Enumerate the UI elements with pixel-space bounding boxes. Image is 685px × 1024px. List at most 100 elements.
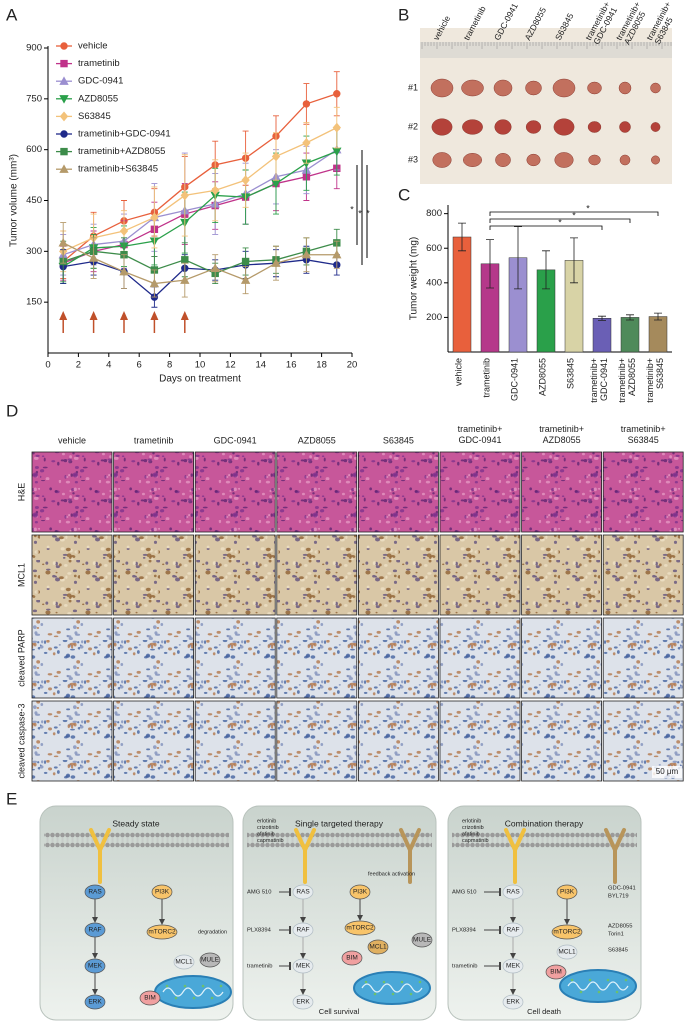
legend-marker <box>59 111 69 122</box>
node-label: MULE <box>201 957 220 964</box>
dot <box>165 984 169 988</box>
node <box>292 922 314 938</box>
tumor <box>461 79 484 97</box>
significance-star: * <box>558 217 562 227</box>
histology-tile <box>31 617 113 699</box>
inhibitor-label: AMG 510 <box>452 890 477 896</box>
x-tick-label: vehicle <box>453 358 463 386</box>
row-label: #2 <box>408 121 418 131</box>
node <box>411 932 433 948</box>
membrane <box>44 832 229 848</box>
histology-tile <box>357 534 439 616</box>
marker <box>88 253 99 262</box>
panel-title: Single targeted therapy <box>295 818 384 828</box>
node-label: PI3K <box>155 889 170 896</box>
outcome: Cell death <box>527 1007 561 1016</box>
node <box>292 884 314 900</box>
drug-label: afatinib <box>257 831 275 837</box>
series-line <box>62 242 337 275</box>
y-tick-label: 450 <box>26 195 42 206</box>
node-label: MEK <box>506 963 521 970</box>
x-tick-label: 14 <box>256 360 267 371</box>
panel-title: Steady state <box>112 818 160 828</box>
node <box>341 950 363 966</box>
row-label: cleaved PARP <box>16 629 26 686</box>
tumor <box>651 155 660 165</box>
x-tick-label: trametinib+AZD8055 <box>617 358 637 403</box>
marker <box>271 151 281 162</box>
legend-marker <box>60 147 68 156</box>
x-tick-label: 2 <box>76 360 81 371</box>
legend-marker <box>59 164 69 173</box>
significance-star: * <box>358 208 362 218</box>
marker <box>180 275 190 284</box>
node-label: MCL1 <box>558 949 576 956</box>
tumor <box>650 82 661 94</box>
node-label: RAF <box>297 927 310 934</box>
tumor <box>432 152 452 168</box>
dot <box>210 996 214 1000</box>
drug-label: erlotinib <box>257 818 276 824</box>
target-label: S63845 <box>608 948 628 954</box>
tumor <box>552 78 576 98</box>
dot <box>606 978 610 982</box>
y-tick-label: 200 <box>426 312 442 323</box>
x-axis-label: Days on treatment <box>159 374 241 385</box>
node-label: RAF <box>507 927 520 934</box>
marker <box>119 266 129 276</box>
tumor <box>587 121 602 133</box>
column-label: trametinib+GDC-0941 <box>458 424 503 445</box>
bar <box>648 316 668 353</box>
x-tick-label: 12 <box>225 360 236 371</box>
significance-bracket <box>489 218 631 223</box>
panel-letter: B <box>398 5 409 24</box>
column-label: trametinib+S63845 <box>621 424 666 445</box>
histology-tile <box>357 617 439 699</box>
series-line <box>62 127 338 252</box>
cristae <box>567 981 629 991</box>
histology-tile <box>113 534 194 616</box>
legend-marker <box>59 76 69 85</box>
x-tick-label: trametinib+S63845 <box>645 358 665 403</box>
dot <box>391 992 395 996</box>
histology-tile <box>439 451 521 533</box>
membrane <box>247 832 432 848</box>
dot <box>597 990 601 994</box>
node-label: MCL1 <box>175 959 193 966</box>
legend-label: GDC-0941 <box>78 76 123 87</box>
histology-tile <box>31 451 113 533</box>
histology-tile <box>439 534 521 616</box>
node <box>199 952 221 968</box>
target-label: AZD8055 <box>608 924 633 930</box>
marker <box>211 185 220 196</box>
marker <box>150 212 159 223</box>
marker <box>149 278 160 288</box>
ruler <box>420 42 672 58</box>
marker <box>241 175 250 186</box>
drug-label: afatinib <box>462 831 480 837</box>
histology-tile <box>194 617 276 699</box>
histology-tile <box>194 451 276 533</box>
node-label: ERK <box>296 999 310 1006</box>
tumor <box>587 81 602 95</box>
bar <box>620 317 640 353</box>
node <box>84 884 106 900</box>
scale-bar-bg <box>652 766 682 778</box>
target-label: GDC-0941 <box>608 886 636 892</box>
legend-marker <box>60 42 68 50</box>
target-label: Torin1 <box>608 932 624 938</box>
marker <box>58 237 68 247</box>
inhibitor-label: PLX8394 <box>452 928 477 934</box>
tumor <box>618 81 632 95</box>
x-tick-label: 6 <box>137 360 142 371</box>
y-tick-label: 600 <box>426 243 442 254</box>
x-tick-label: AZD8055 <box>537 358 547 396</box>
node-label: MCL1 <box>369 944 387 951</box>
node-label: RAF <box>89 927 102 934</box>
significance-star: * <box>366 208 370 218</box>
node <box>556 884 578 900</box>
dot <box>400 980 404 984</box>
histology-tile <box>276 534 358 616</box>
cristae <box>361 983 423 993</box>
